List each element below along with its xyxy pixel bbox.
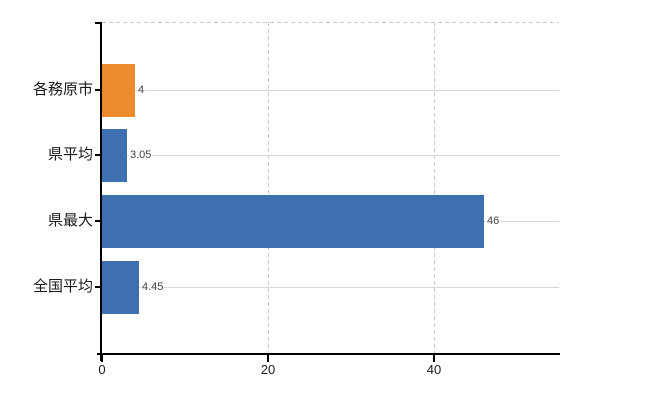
x-tick-label-2: 40 [426, 362, 442, 377]
category-label-3: 全国平均 [32, 278, 93, 295]
category-label-2: 県最大 [47, 212, 93, 229]
bar-1 [102, 129, 127, 182]
bar-3 [102, 261, 139, 314]
category-label-0: 各務原市 [32, 81, 93, 98]
bar-value-label-0: 4 [137, 83, 146, 97]
plot-top-border [102, 22, 559, 23]
bar-value-label-1: 3.05 [129, 148, 153, 162]
category-label-1: 県平均 [47, 146, 93, 163]
y-axis-tick-1 [95, 154, 102, 156]
x-tick-label-1: 20 [260, 362, 276, 377]
gridline-x-20 [268, 22, 269, 354]
gridline-row-0 [102, 90, 559, 91]
gridline-row-1 [102, 155, 559, 156]
x-tick-label-0: 0 [98, 362, 106, 377]
y-axis-tick-top [95, 22, 102, 24]
x-axis-tick-0 [101, 355, 103, 362]
bar-value-label-3: 4.45 [141, 280, 165, 294]
x-axis-tick-1 [267, 355, 269, 362]
y-axis-tick-2 [95, 220, 102, 222]
bar-0 [102, 64, 135, 117]
y-axis-tick-0 [95, 89, 102, 91]
x-axis-tick-2 [433, 355, 435, 362]
bar-value-label-2: 46 [486, 214, 501, 228]
x-axis [97, 353, 560, 355]
y-axis [100, 22, 102, 361]
gridline-row-3 [102, 287, 559, 288]
y-axis-tick-3 [95, 286, 102, 288]
gridline-x-40 [434, 22, 435, 354]
bar-2 [102, 195, 484, 248]
